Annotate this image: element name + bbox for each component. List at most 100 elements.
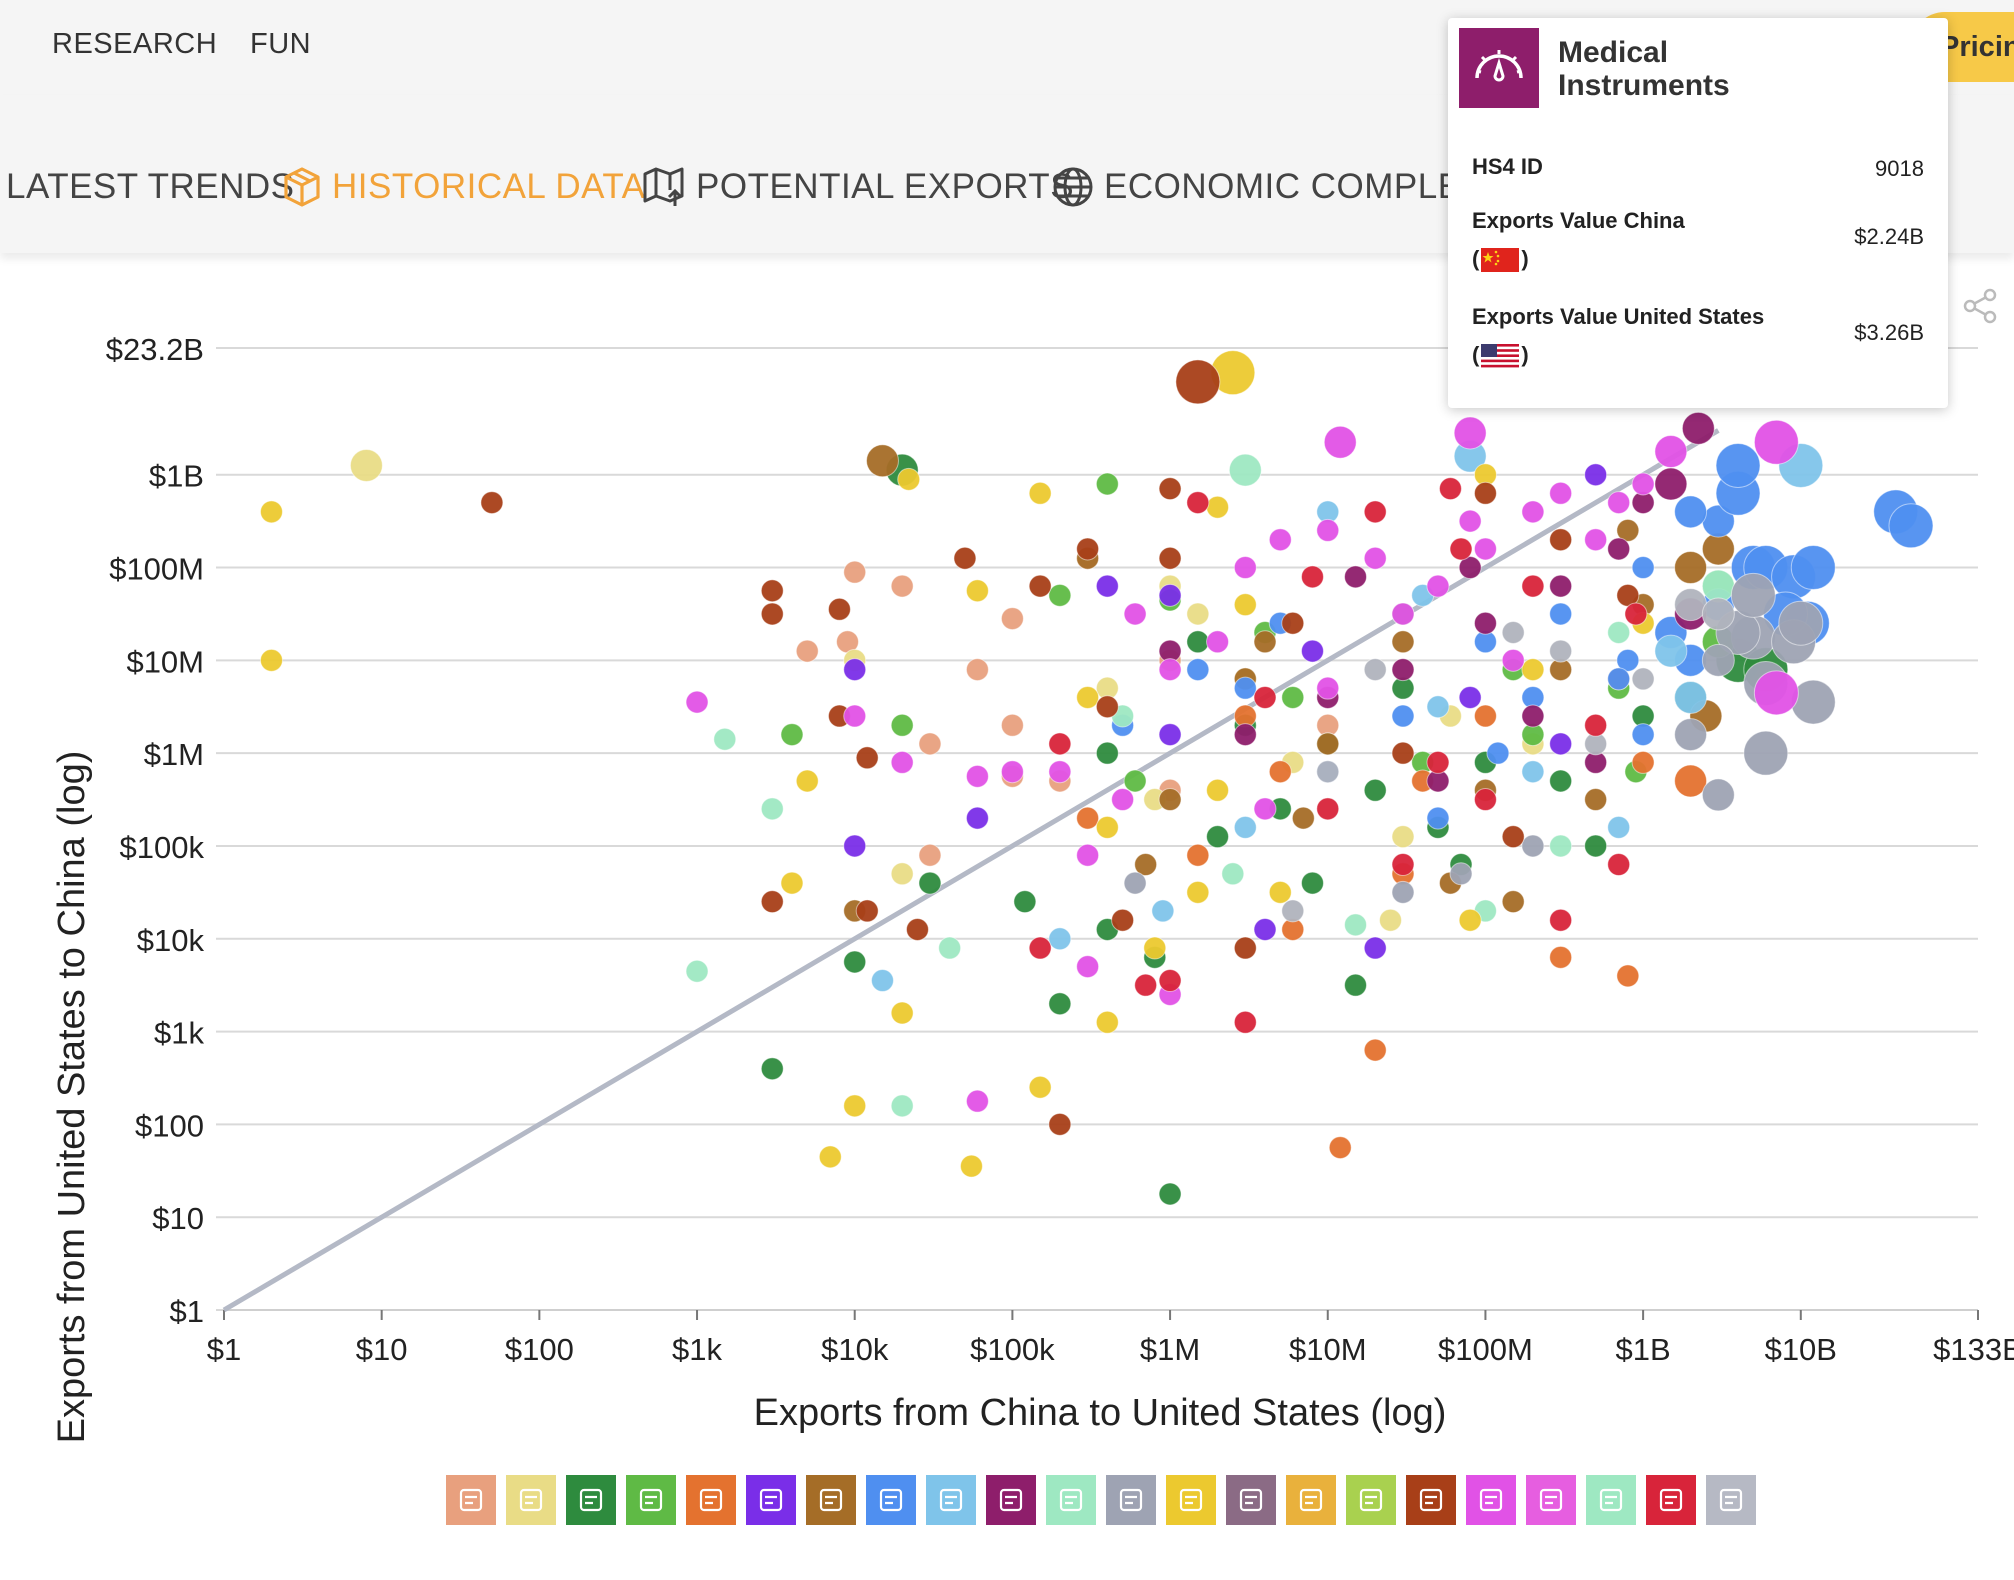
data-point <box>1458 685 1482 709</box>
tooltip-category-icon <box>1459 28 1539 108</box>
tab-historical-data[interactable]: HISTORICAL DATA <box>282 162 645 212</box>
data-point <box>1549 769 1573 793</box>
textiles-icon[interactable] <box>566 1475 616 1525</box>
transportation-icon[interactable] <box>926 1475 976 1525</box>
data-point <box>1743 730 1789 776</box>
unknown-icon[interactable] <box>1706 1475 1756 1525</box>
animal-products-icon[interactable] <box>446 1475 496 1525</box>
nav-fun[interactable]: FUN <box>250 28 312 60</box>
vegetable-products-icon[interactable] <box>1166 1475 1216 1525</box>
vegetable-products-grain-icon[interactable] <box>1346 1475 1396 1525</box>
data-point <box>1674 680 1708 714</box>
tab-potential-exports[interactable]: POTENTIAL EXPORTS <box>642 162 1074 212</box>
y-tick-label: $10 <box>152 1201 204 1236</box>
data-point <box>918 871 942 895</box>
data-point <box>1521 574 1545 598</box>
data-point <box>1584 834 1608 858</box>
data-point <box>1048 583 1072 607</box>
instruments-icon[interactable] <box>986 1475 1036 1525</box>
tooltip-value: $2.24B <box>1854 224 1924 249</box>
data-point <box>1654 634 1688 668</box>
data-point <box>1095 695 1119 719</box>
data-point <box>713 727 737 751</box>
data-point <box>1549 945 1573 969</box>
nav-research[interactable]: RESEARCH <box>52 28 218 60</box>
plastics-and-rubbers-icon[interactable] <box>1526 1475 1576 1525</box>
tab-label: LATEST TRENDS <box>6 167 295 206</box>
x-tick-label: $1k <box>672 1332 722 1367</box>
data-point <box>918 843 942 867</box>
data-point <box>1631 556 1655 580</box>
mineral-products-icon[interactable] <box>1406 1475 1456 1525</box>
chemical-products-icon[interactable] <box>1466 1475 1516 1525</box>
data-point <box>1316 797 1340 821</box>
tab-latest-trends[interactable]: LATEST TRENDS <box>6 162 295 212</box>
data-point <box>1363 778 1387 802</box>
data-point <box>1584 463 1608 487</box>
data-points <box>259 350 1934 1206</box>
x-axis-ticks: $1 $10 $100 $1k $10k $100k $1M $10M $100M $1B $10B… <box>207 1332 2014 1367</box>
x-tick-label: $1 <box>207 1332 241 1367</box>
data-point <box>890 1001 914 1025</box>
data-point <box>1268 528 1292 552</box>
data-point <box>1701 532 1735 566</box>
data-point <box>1616 518 1640 542</box>
data-point <box>865 444 899 478</box>
miscellaneous-icon[interactable] <box>1106 1475 1156 1525</box>
data-point <box>1438 477 1462 501</box>
data-point <box>1048 760 1072 784</box>
weapons-icon[interactable] <box>1046 1475 1096 1525</box>
data-point <box>1501 825 1525 849</box>
data-point <box>1048 992 1072 1016</box>
paper-goods-icon[interactable] <box>506 1475 556 1525</box>
data-point <box>1233 593 1257 617</box>
data-point <box>1473 481 1497 505</box>
precious-metals-icon[interactable] <box>746 1475 796 1525</box>
data-point <box>480 491 504 515</box>
data-point <box>1206 495 1230 519</box>
data-point <box>890 862 914 886</box>
data-point <box>938 936 962 960</box>
y-tick-label: $100M <box>109 552 204 587</box>
data-point <box>1549 908 1573 932</box>
stone-and-glass-icon[interactable] <box>686 1475 736 1525</box>
data-point <box>1095 472 1119 496</box>
wood-products-icon[interactable] <box>1646 1475 1696 1525</box>
data-point <box>1391 853 1415 877</box>
data-point <box>953 546 977 570</box>
data-point <box>1158 477 1182 501</box>
data-point <box>1426 806 1450 830</box>
metals-icon[interactable] <box>806 1475 856 1525</box>
data-point <box>1186 658 1210 682</box>
data-point <box>1158 788 1182 812</box>
data-point <box>795 769 819 793</box>
data-point <box>1253 685 1277 709</box>
data-point <box>1186 880 1210 904</box>
data-point <box>1206 778 1230 802</box>
data-point <box>855 746 879 770</box>
data-point <box>780 723 804 747</box>
animal-hides-icon[interactable] <box>1586 1475 1636 1525</box>
data-point <box>685 690 709 714</box>
data-point <box>1449 862 1473 886</box>
data-point <box>1888 503 1934 549</box>
machines-icon[interactable] <box>866 1475 916 1525</box>
foodstuffs-icon[interactable] <box>1286 1475 1336 1525</box>
data-point <box>1607 621 1631 645</box>
data-point <box>1268 880 1292 904</box>
data-point <box>1458 509 1482 533</box>
data-point <box>1501 648 1525 672</box>
arts-and-antiques-icon[interactable] <box>1226 1475 1276 1525</box>
data-point <box>1584 713 1608 737</box>
tab-label: POTENTIAL EXPORTS <box>696 167 1075 206</box>
data-point <box>1253 630 1277 654</box>
share-icon[interactable] <box>1962 288 1998 324</box>
data-point <box>1379 908 1403 932</box>
data-point <box>1674 551 1708 585</box>
data-point <box>1186 843 1210 867</box>
data-point <box>1790 545 1836 591</box>
footwear-icon[interactable] <box>626 1475 676 1525</box>
data-point <box>1158 658 1182 682</box>
category-legend <box>446 1475 1766 1525</box>
data-point <box>1458 556 1482 580</box>
